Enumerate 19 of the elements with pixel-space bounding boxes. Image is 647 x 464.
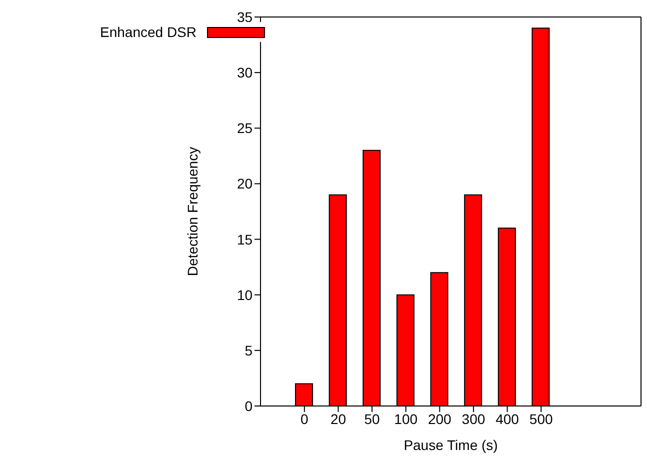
y-tick-label: 20 xyxy=(236,176,253,192)
x-tick-label: 20 xyxy=(330,410,346,427)
y-tick-label: 15 xyxy=(236,231,253,248)
x-tick-label: 300 xyxy=(462,410,486,427)
y-tick-label: 25 xyxy=(236,120,253,136)
y-tick-label: 30 xyxy=(236,64,253,81)
x-tick-label: 100 xyxy=(394,410,418,427)
x-tick-label: 200 xyxy=(428,410,452,427)
y-tick-label: 5 xyxy=(244,342,253,358)
x-axis-title: Pause Time (s) xyxy=(404,437,498,453)
y-axis-title: Detection Frequency xyxy=(184,146,200,276)
legend-label: Enhanced DSR xyxy=(100,24,197,40)
x-tick-label: 50 xyxy=(364,410,380,427)
y-tick-label: 0 xyxy=(244,398,253,414)
x-tick-label: 0 xyxy=(300,410,309,427)
y-tick-label: 35 xyxy=(236,8,253,25)
x-tick-label: 500 xyxy=(529,410,553,427)
y-tick-label: 10 xyxy=(236,286,253,303)
x-tick-label: 400 xyxy=(496,410,520,427)
